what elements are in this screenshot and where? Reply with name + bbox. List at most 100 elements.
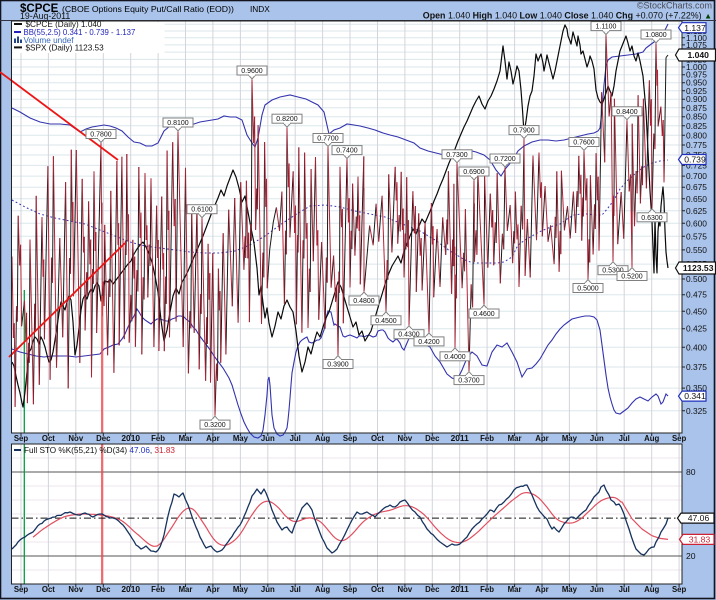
svg-text:Jul: Jul [619, 585, 630, 594]
svg-text:0.650: 0.650 [686, 194, 707, 204]
svg-text:Sep: Sep [672, 585, 687, 594]
svg-text:Mar: Mar [508, 585, 522, 594]
svg-text:0.7300: 0.7300 [446, 152, 468, 159]
svg-text:©StockCharts.com: ©StockCharts.com [637, 1, 712, 11]
svg-text:0.5200: 0.5200 [621, 274, 643, 281]
svg-text:Dec: Dec [425, 585, 440, 594]
svg-text:Open 1.040 High 1.040 Low 1.04: Open 1.040 High 1.040 Low 1.040 Close 1.… [423, 11, 712, 21]
svg-text:1.100: 1.100 [686, 33, 707, 43]
svg-text:Volume undef: Volume undef [24, 36, 75, 45]
svg-text:31.83: 31.83 [689, 535, 711, 545]
svg-text:Sep: Sep [672, 434, 687, 443]
svg-text:0.475: 0.475 [686, 290, 707, 300]
svg-text:Sep: Sep [343, 434, 358, 443]
svg-text:0.4300: 0.4300 [398, 332, 420, 339]
svg-text:Feb: Feb [151, 585, 165, 594]
svg-text:0.800: 0.800 [686, 130, 707, 140]
svg-text:0.975: 0.975 [686, 70, 707, 80]
svg-text:1.1100: 1.1100 [596, 24, 617, 31]
svg-text:0.4800: 0.4800 [353, 298, 375, 305]
svg-text:0.4000: 0.4000 [444, 354, 466, 361]
svg-text:Feb: Feb [151, 434, 165, 443]
svg-text:0.739: 0.739 [684, 155, 706, 165]
svg-text:Nov: Nov [398, 434, 413, 443]
svg-text:$CPCE: $CPCE [20, 3, 59, 15]
svg-text:Dec: Dec [96, 434, 111, 443]
svg-text:0.7600: 0.7600 [573, 140, 595, 147]
svg-text:0.450: 0.450 [686, 306, 707, 316]
svg-text:Aug: Aug [315, 585, 330, 594]
svg-text:0.425: 0.425 [686, 324, 707, 334]
svg-text:Apr: Apr [535, 434, 548, 443]
svg-text:May: May [233, 585, 249, 594]
svg-text:1.040: 1.040 [687, 50, 709, 60]
svg-text:Feb: Feb [480, 434, 494, 443]
svg-text:Jul: Jul [290, 434, 301, 443]
svg-text:Jun: Jun [590, 434, 604, 443]
svg-text:Dec: Dec [425, 434, 440, 443]
svg-text:0.900: 0.900 [686, 94, 707, 104]
svg-text:0.325: 0.325 [686, 406, 707, 416]
svg-text:$SPX (Daily) 1123.53: $SPX (Daily) 1123.53 [26, 43, 105, 52]
svg-text:47.06: 47.06 [688, 513, 710, 523]
svg-text:0.350: 0.350 [686, 383, 707, 393]
svg-text:0.7400: 0.7400 [336, 148, 358, 155]
svg-text:0.4200: 0.4200 [418, 339, 440, 346]
svg-text:0.700: 0.700 [686, 171, 707, 181]
svg-text:Sep: Sep [14, 585, 29, 594]
svg-text:0.575: 0.575 [686, 231, 707, 241]
svg-text:0.5300: 0.5300 [602, 268, 624, 275]
svg-text:Apr: Apr [206, 585, 219, 594]
svg-text:1.0800: 1.0800 [645, 32, 667, 39]
svg-text:2010: 2010 [121, 584, 140, 594]
svg-text:0.7700: 0.7700 [317, 136, 339, 143]
svg-text:0.725: 0.725 [686, 160, 707, 170]
svg-text:20: 20 [686, 551, 696, 561]
svg-text:0.3700: 0.3700 [458, 378, 480, 385]
svg-text:0.6100: 0.6100 [191, 207, 213, 214]
svg-text:1.000: 1.000 [686, 62, 707, 72]
svg-text:Nov: Nov [68, 434, 83, 443]
svg-text:May: May [233, 434, 249, 443]
svg-text:Sep: Sep [343, 585, 358, 594]
svg-text:Sep: Sep [14, 434, 29, 443]
svg-text:1.137: 1.137 [684, 23, 706, 33]
svg-text:Apr: Apr [535, 585, 548, 594]
svg-text:0.3900: 0.3900 [327, 362, 349, 369]
svg-text:Jul: Jul [619, 434, 630, 443]
svg-text:1.075: 1.075 [686, 40, 707, 50]
svg-text:0.550: 0.550 [686, 245, 707, 255]
svg-text:0.4600: 0.4600 [473, 311, 495, 318]
svg-text:19-Aug-2011: 19-Aug-2011 [20, 11, 70, 21]
svg-text:Mar: Mar [179, 434, 193, 443]
svg-text:0.775: 0.775 [686, 140, 707, 150]
svg-text:Apr: Apr [206, 434, 219, 443]
svg-text:Jun: Jun [261, 434, 275, 443]
svg-text:0.375: 0.375 [686, 362, 707, 372]
svg-text:2011: 2011 [451, 433, 470, 443]
svg-text:Feb: Feb [480, 585, 494, 594]
svg-text:0.950: 0.950 [686, 78, 707, 88]
svg-text:0.500: 0.500 [686, 274, 707, 284]
svg-text:0.600: 0.600 [686, 218, 707, 228]
svg-text:Mar: Mar [508, 434, 522, 443]
svg-text:May: May [562, 434, 578, 443]
svg-text:Jun: Jun [590, 585, 604, 594]
svg-text:Oct: Oct [371, 585, 384, 594]
svg-text:0.875: 0.875 [686, 103, 707, 113]
svg-text:0.7800: 0.7800 [90, 132, 112, 139]
svg-text:0.341: 0.341 [684, 391, 706, 401]
svg-text:Aug: Aug [644, 585, 659, 594]
svg-text:Oct: Oct [371, 434, 384, 443]
svg-text:Mar: Mar [179, 585, 193, 594]
svg-text:80: 80 [686, 467, 696, 477]
svg-text:2011: 2011 [451, 584, 470, 594]
svg-text:0.400: 0.400 [686, 342, 707, 352]
svg-text:INDX: INDX [250, 4, 270, 14]
svg-text:0.8400: 0.8400 [616, 109, 638, 116]
svg-text:0.4500: 0.4500 [375, 318, 397, 325]
svg-text:0.625: 0.625 [686, 206, 707, 216]
svg-text:0.7900: 0.7900 [513, 128, 535, 135]
svg-text:$CPCE (Daily) 1.040: $CPCE (Daily) 1.040 [26, 20, 102, 29]
svg-text:Jul: Jul [290, 585, 301, 594]
